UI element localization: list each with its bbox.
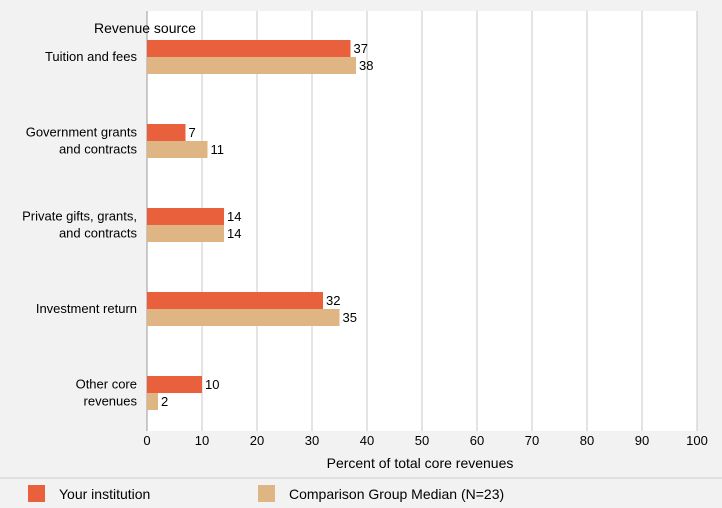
x-tick-label: 30 xyxy=(305,433,319,448)
x-tick-label: 0 xyxy=(143,433,150,448)
bar-value-label: 35 xyxy=(343,310,357,325)
legend-label: Comparison Group Median (N=23) xyxy=(289,486,504,502)
bar-value-label: 38 xyxy=(359,58,373,73)
bar-value-label: 32 xyxy=(326,293,340,308)
bar-institution xyxy=(147,208,224,225)
category-label: and contracts xyxy=(59,226,138,241)
category-label: and contracts xyxy=(59,142,138,157)
legend: Your institution Comparison Group Median … xyxy=(28,485,504,502)
bar-institution xyxy=(147,376,202,393)
bar-institution xyxy=(147,292,323,309)
category-label: Other core xyxy=(76,377,137,392)
bar-value-label: 2 xyxy=(161,394,168,409)
bar-comparison xyxy=(147,141,208,158)
bar-value-label: 11 xyxy=(211,142,225,157)
bars xyxy=(147,40,356,410)
legend-swatch xyxy=(28,485,45,502)
category-label: Private gifts, grants, xyxy=(22,209,137,224)
bar-institution xyxy=(147,124,186,141)
category-label: revenues xyxy=(84,394,138,409)
x-tick-label: 100 xyxy=(686,433,708,448)
x-axis-label: Percent of total core revenues xyxy=(327,455,514,471)
x-tick-label: 90 xyxy=(635,433,649,448)
x-tick-label: 50 xyxy=(415,433,429,448)
bar-comparison xyxy=(147,393,158,410)
category-label: Tuition and fees xyxy=(45,49,138,64)
category-label: Government grants xyxy=(26,125,138,140)
bar-value-label: 14 xyxy=(227,209,241,224)
x-tick-label: 20 xyxy=(250,433,264,448)
legend-swatch xyxy=(258,485,275,502)
x-tick-label: 60 xyxy=(470,433,484,448)
bar-comparison xyxy=(147,309,340,326)
x-tick-label: 80 xyxy=(580,433,594,448)
bar-value-label: 10 xyxy=(205,377,219,392)
bar-value-label: 14 xyxy=(227,226,241,241)
y-axis-title: Revenue source xyxy=(94,20,196,36)
legend-label: Your institution xyxy=(59,486,150,502)
labels: 0 10 20 30 40 50 60 70 80 90 100 37 38 Tuition and fe… xyxy=(22,41,708,448)
bar-comparison xyxy=(147,225,224,242)
x-tick-label: 70 xyxy=(525,433,539,448)
bar-institution xyxy=(147,40,351,57)
category-label: Investment return xyxy=(36,301,137,316)
x-tick-label: 40 xyxy=(360,433,374,448)
x-tick-label: 10 xyxy=(195,433,209,448)
bar-comparison xyxy=(147,57,356,74)
bar-value-label: 37 xyxy=(354,41,368,56)
bar-value-label: 7 xyxy=(189,125,196,140)
